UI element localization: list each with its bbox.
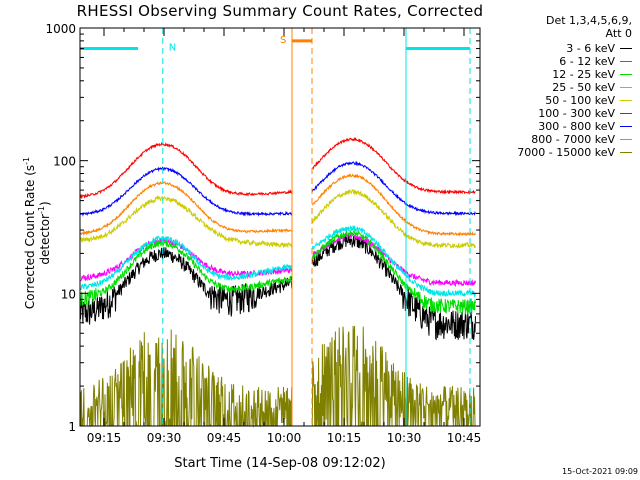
series-line-4-0 — [79, 194, 293, 249]
legend-label: 100 - 300 keV — [538, 107, 615, 120]
series-line-2-0 — [79, 238, 293, 307]
series-line-0-1 — [311, 234, 476, 341]
series-3 — [79, 225, 476, 298]
y-axis-label-sup-1: -1 — [22, 156, 31, 165]
series-line-8-0 — [79, 329, 293, 428]
chart-title: RHESSI Observing Summary Count Rates, Co… — [76, 2, 484, 20]
series-2 — [79, 229, 476, 315]
flag-label-N: N — [169, 43, 176, 54]
x-tick-label-5: 10:30 — [387, 431, 422, 445]
x-tick-label-4: 10:15 — [327, 431, 362, 445]
x-axis-label: Start Time (14-Sep-08 09:12:02) — [174, 456, 386, 471]
tick-layer: 09:15 09:30 09:45 10:00 10:15 10:30 10:45 1 10 10… — [45, 22, 481, 445]
series-line-7-1 — [312, 173, 476, 237]
legend-item: 50 - 100 keV — [480, 94, 632, 107]
y-axis-label-mid: detector — [38, 214, 52, 265]
legend-label: 25 - 50 keV — [552, 81, 615, 94]
legend: 3 - 6 keV 6 - 12 keV 12 - 25 keV 25 - 50 ke… — [480, 42, 632, 159]
x-tick-label-0: 09:15 — [87, 431, 122, 445]
legend-swatch — [620, 139, 632, 140]
series-line-2-1 — [311, 229, 476, 315]
legend-item: 7000 - 15000 keV — [480, 146, 632, 159]
legend-item: 12 - 25 keV — [480, 68, 632, 81]
legend-header-line-1: Det 1,3,4,5,6,9, — [545, 14, 632, 27]
y-tick-label-3: 1000 — [45, 22, 76, 36]
series-line-3-1 — [311, 225, 476, 298]
legend-swatch — [620, 113, 632, 114]
legend-item: 300 - 800 keV — [480, 120, 632, 133]
y-tick-label-0: 1 — [68, 420, 76, 434]
legend-swatch — [620, 100, 632, 101]
series-6 — [79, 160, 476, 217]
legend-swatch — [620, 48, 632, 49]
legend-label: 7000 - 15000 keV — [517, 146, 615, 159]
legend-label: 300 - 800 keV — [538, 120, 615, 133]
legend-item: 800 - 7000 keV — [480, 133, 632, 146]
legend-label: 50 - 100 keV — [545, 94, 615, 107]
legend-label: 6 - 12 keV — [559, 55, 615, 68]
legend-swatch — [620, 61, 632, 62]
x-tick-label-2: 09:45 — [207, 431, 242, 445]
y-axis-label-main: Corrected Count Rate (s — [23, 164, 37, 310]
legend-item: 100 - 300 keV — [480, 107, 632, 120]
legend-label: 800 - 7000 keV — [531, 133, 615, 146]
series-4 — [79, 188, 476, 250]
legend-swatch — [620, 87, 632, 88]
legend-item: 3 - 6 keV — [480, 42, 632, 55]
legend-item: 25 - 50 keV — [480, 81, 632, 94]
legend-swatch — [620, 152, 632, 153]
series-7 — [79, 173, 476, 237]
series-line-5-1 — [312, 136, 476, 195]
flag-label-S: S — [280, 35, 286, 46]
series-line-5-0 — [79, 141, 293, 200]
y-tick-label-1: 10 — [61, 287, 76, 301]
series-layer — [79, 136, 476, 428]
legend-swatch — [620, 126, 632, 127]
legend-label: 12 - 25 keV — [552, 68, 615, 81]
legend-item: 6 - 12 keV — [480, 55, 632, 68]
series-line-3-0 — [79, 235, 293, 290]
series-line-7-0 — [79, 180, 292, 236]
legend-swatch — [620, 74, 632, 75]
y-axis-label-end: ) — [38, 201, 52, 207]
series-line-4-1 — [311, 188, 476, 250]
x-tick-label-6: 10:45 — [447, 431, 482, 445]
series-5 — [79, 136, 476, 200]
legend-label: 3 - 6 keV — [566, 42, 615, 55]
series-line-0-0 — [79, 247, 293, 325]
series-line-6-1 — [311, 160, 476, 217]
generation-timestamp: 15-Oct-2021 09:09 — [562, 467, 638, 476]
series-line-6-0 — [79, 166, 293, 217]
x-tick-label-3: 10:00 — [267, 431, 302, 445]
series-line-8-1 — [311, 325, 476, 427]
series-8 — [79, 325, 476, 428]
plot-frame — [79, 27, 481, 427]
series-0 — [79, 234, 476, 341]
legend-header: Det 1,3,4,5,6,9, Att 0 — [490, 14, 632, 40]
x-tick-label-1: 09:30 — [147, 431, 182, 445]
y-axis-label-sup-2: -1 — [37, 206, 46, 214]
y-axis-label: Corrected Count Rate (s-1 detector-1) — [22, 133, 52, 333]
legend-header-line-2: Att 0 — [605, 27, 632, 40]
y-tick-label-2: 100 — [53, 155, 76, 169]
